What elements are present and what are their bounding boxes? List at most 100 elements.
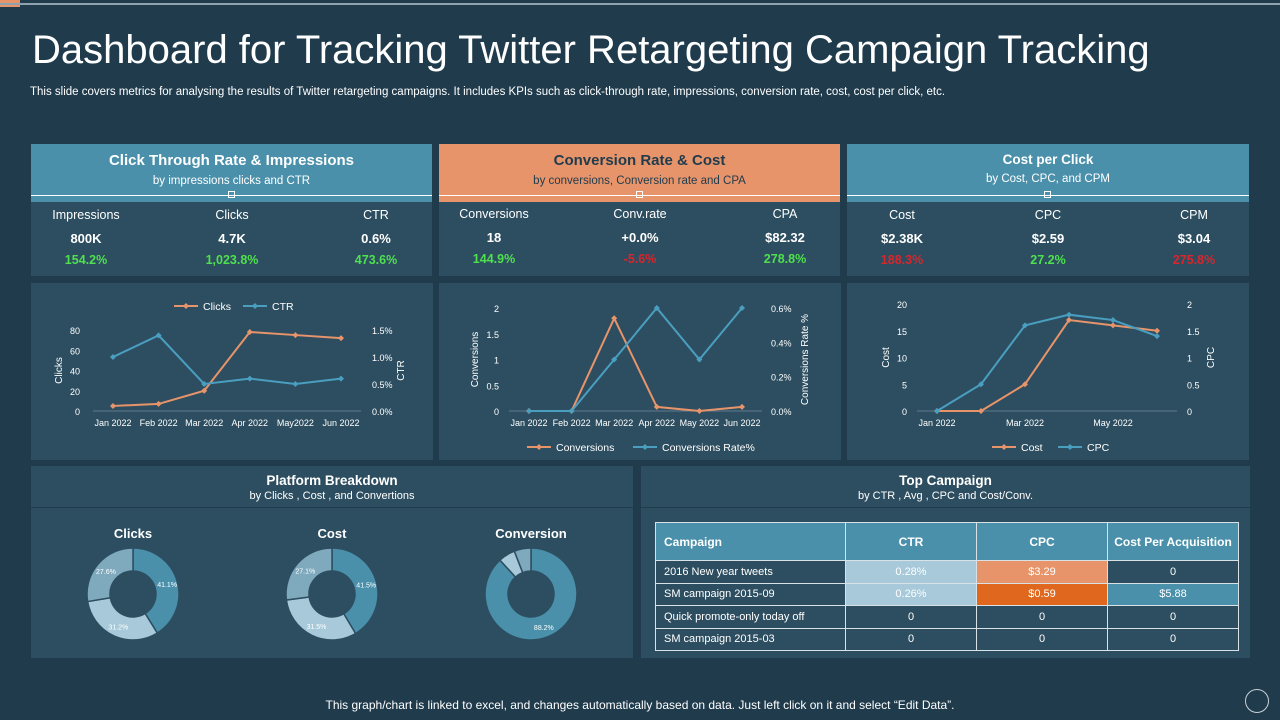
kpi-cpm: CPM $3.04 275.8% <box>1172 208 1216 267</box>
footer-note: This graph/chart is linked to excel, and… <box>325 698 955 712</box>
legend-marker <box>183 303 189 309</box>
y2-axis-title: CPC <box>1206 347 1217 368</box>
donut-slice <box>86 596 159 641</box>
card-title: Click Through Rate & Impressions <box>108 152 355 169</box>
data-point <box>338 375 344 382</box>
kpi-card-conversion[interactable]: Conversion Rate & Cost by conversions, C… <box>439 144 840 276</box>
data-point <box>155 400 162 407</box>
y2-tick-label: 1.5 <box>1187 327 1200 337</box>
data-point <box>1110 322 1116 329</box>
legend-label: Conversions Rate% <box>662 442 755 454</box>
data-point <box>1022 381 1028 388</box>
legend-label: Conversions <box>556 442 614 454</box>
legend-label: CTR <box>272 301 294 313</box>
legend-label: CPC <box>1087 442 1110 454</box>
data-point <box>292 381 299 387</box>
legend-marker <box>536 444 542 450</box>
ctr-cell: 0.28% <box>845 560 977 584</box>
donut-slice <box>132 547 180 635</box>
y-tick-label: 10 <box>897 354 907 364</box>
donut-label: 27.6% <box>96 569 116 576</box>
x-tick-label: May 2022 <box>1093 418 1133 428</box>
col-cpc: CPC <box>976 522 1108 561</box>
series-line-cost <box>937 318 1158 412</box>
page-subtitle: This slide covers metrics for analysing … <box>30 86 946 98</box>
donut-slice <box>285 596 357 641</box>
y-tick-label: 5 <box>902 380 907 390</box>
data-point <box>201 387 208 394</box>
platform-breakdown-card[interactable]: Platform Breakdown by Clicks , Cost , an… <box>31 466 633 658</box>
data-point <box>978 381 984 388</box>
chart-card-cost-cpc[interactable]: 0 5 10 15 20 0 0.5 1 1.5 2 Jan 2022 Mar 2022 May 202… <box>847 283 1249 460</box>
card-title: Cost per Click <box>1002 152 1094 167</box>
ctr-cell: 0.26% <box>845 582 977 606</box>
y2-tick-label: 1.5% <box>372 326 393 336</box>
cpc-cell: $0.59 <box>976 582 1108 606</box>
data-point <box>110 354 116 360</box>
y-tick-label: 15 <box>897 327 907 337</box>
ctr-cell: 0 <box>845 627 977 651</box>
data-point <box>1154 333 1160 340</box>
donut-charts: Clicks 41.1% 31.2% 27.6% Cost 41.5% 31.5% 27.1%… <box>86 526 578 641</box>
y-axis-title: Conversions <box>470 332 481 388</box>
data-point <box>246 375 253 382</box>
kpi-ctr: CTR 0.6% 473.6% <box>354 208 398 267</box>
card-divider <box>439 195 840 196</box>
card-subtitle: by impressions clicks and CTR <box>152 175 311 187</box>
kpi-impressions: Impressions 800K 154.2% <box>52 208 120 267</box>
y2-tick-label: 0.4% <box>771 338 792 348</box>
data-point <box>653 403 660 410</box>
card-handle <box>635 191 643 198</box>
kpi-cpa: CPA $82.32 278.8% <box>763 207 807 266</box>
data-point <box>292 332 299 339</box>
legend-marker <box>642 444 648 450</box>
top-campaign-card[interactable]: Top Campaign by CTR , Avg , CPC and Cost… <box>641 466 1250 658</box>
donut-label: 41.5% <box>356 583 376 590</box>
y2-axis-title: CTR <box>396 360 407 381</box>
x-tick-label: Feb 2022 <box>140 418 178 428</box>
card-title: Conversion Rate & Cost <box>553 152 726 169</box>
campaign-cell: Quick promote-only today off <box>655 605 846 629</box>
data-point <box>201 381 208 387</box>
legend-label: Clicks <box>203 301 231 313</box>
donut-title: Clicks <box>114 526 152 541</box>
cpc-cell: 0 <box>976 605 1108 629</box>
donut-slice <box>331 547 379 635</box>
x-tick-label: May2022 <box>277 418 314 428</box>
table-row: SM campaign 2015-09 0.26% $0.59 $5.88 <box>655 582 1239 606</box>
y-tick-label: 0 <box>75 407 80 417</box>
campaign-table: Campaign CTR CPC Cost Per Acquisition 20… <box>655 522 1239 651</box>
divider <box>641 507 1250 508</box>
chart-card-clicks-ctr[interactable]: 0 20 40 60 80 0.0% 0.5% 1.0% 1.5% Jan 2022 Feb 202… <box>31 283 433 460</box>
y2-tick-label: 0.0% <box>372 407 393 417</box>
kpi-card-ctr[interactable]: Click Through Rate & Impressions by impr… <box>31 144 432 276</box>
kpi-cost: Cost $2.38K 188.3% <box>880 208 924 267</box>
y-tick-label: 20 <box>897 300 907 310</box>
col-campaign: Campaign <box>655 522 846 561</box>
y2-tick-label: 0.2% <box>771 373 792 383</box>
donut-slice <box>285 547 333 601</box>
y-tick-label: 20 <box>70 387 80 397</box>
top-campaign-title: Top Campaign <box>899 473 992 488</box>
kpi-card-cpc[interactable]: Cost per Click by Cost, CPC, and CPM Cos… <box>847 144 1249 276</box>
card-subtitle: by Cost, CPC, and CPM <box>986 173 1110 185</box>
y2-tick-label: 0.5% <box>372 380 393 390</box>
y-tick-label: 0.5 <box>486 381 499 391</box>
x-tick-label: Jun 2022 <box>723 418 760 428</box>
y-tick-label: 2 <box>494 304 499 314</box>
chart-card-conversions[interactable]: 0 0.5 1 1.5 2 0.0% 0.2% 0.4% 0.6% Jan 2022 Feb 202… <box>439 283 841 460</box>
y-tick-label: 1.5 <box>486 330 499 340</box>
x-tick-label: Mar 2022 <box>185 418 223 428</box>
data-point <box>155 332 162 339</box>
data-point <box>696 408 703 414</box>
y-tick-label: 60 <box>70 346 80 356</box>
ctr-cell: 0 <box>845 605 977 629</box>
nav-circle-icon[interactable] <box>1245 689 1269 713</box>
y2-tick-label: 2 <box>1187 300 1192 310</box>
card-divider <box>847 195 1249 196</box>
donut-label: 27.1% <box>295 569 315 576</box>
donut-label: 41.1% <box>157 582 177 589</box>
x-tick-label: Apr 2022 <box>232 418 269 428</box>
campaign-cell: SM campaign 2015-09 <box>655 582 846 606</box>
page-title: Dashboard for Tracking Twitter Retargeti… <box>32 28 1150 72</box>
